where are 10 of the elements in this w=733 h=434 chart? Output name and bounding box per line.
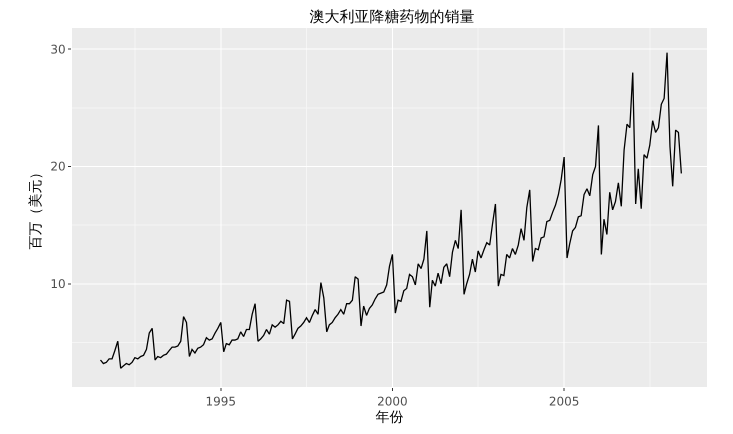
- x-axis-title: 年份: [376, 410, 404, 426]
- y-tick-label: 10: [50, 276, 66, 291]
- chart-title: 澳大利亚降糖药物的销量: [310, 7, 475, 26]
- line-series: [100, 52, 682, 369]
- y-tick-label: 20: [50, 160, 66, 174]
- x-tick-label: 2005: [548, 394, 580, 408]
- y-axis-title: 百万（美元）: [28, 166, 44, 250]
- y-tick-label: 30: [50, 42, 66, 56]
- x-tick-label: 2000: [377, 394, 408, 408]
- x-tick-label: 1995: [206, 394, 236, 408]
